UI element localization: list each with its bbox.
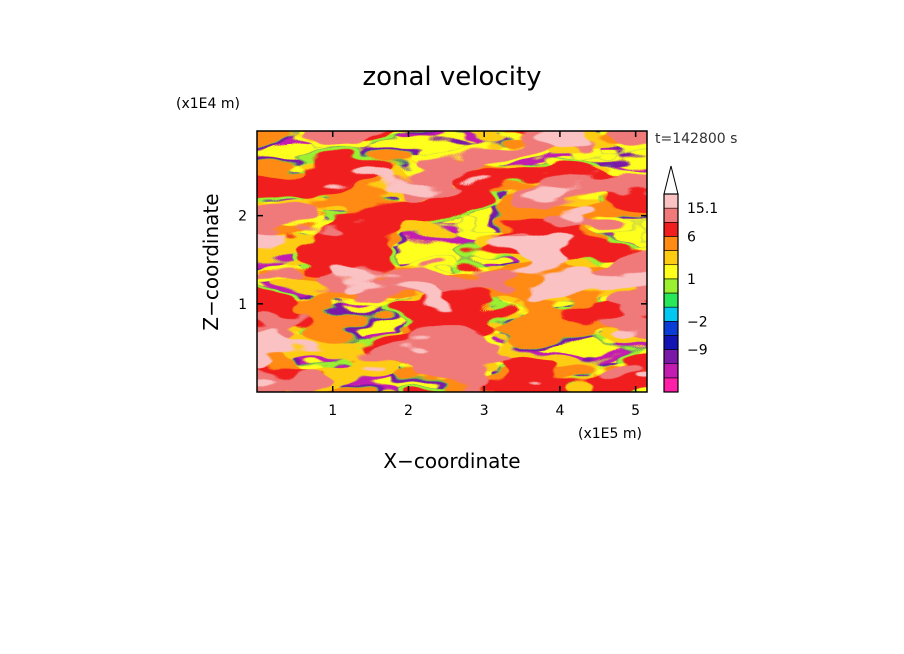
colorbar-extend-max — [663, 165, 679, 195]
y-unit-label: (x1E4 m) — [176, 96, 240, 112]
colorbar-label: −2 — [687, 314, 708, 330]
y-axis-label: Z−coordinate — [199, 193, 223, 330]
colorbar-swatch — [663, 377, 679, 393]
y-tick-label: 1 — [238, 297, 247, 313]
chart-title: zonal velocity — [362, 62, 541, 92]
colorbar-swatch — [663, 320, 679, 336]
colorbar-swatch — [663, 264, 679, 280]
colorbar: 15.1 6 1 −2 −9 — [663, 165, 718, 393]
colorbar-swatch — [663, 278, 679, 294]
field-layers — [257, 131, 647, 392]
x-tick-label: 4 — [555, 403, 564, 419]
colorbar-swatch — [663, 292, 679, 308]
colorbar-label: 6 — [687, 229, 696, 245]
colorbar-swatch — [663, 193, 679, 209]
x-tick-label: 5 — [631, 403, 640, 419]
x-tick-label: 3 — [480, 403, 489, 419]
field-level-band — [257, 131, 647, 392]
colorbar-swatch — [663, 335, 679, 350]
time-label: t=142800 s — [655, 131, 737, 147]
colorbar-frame — [663, 193, 679, 393]
colorbar-swatch — [663, 236, 679, 251]
x-tick-label: 2 — [404, 403, 413, 419]
x-axis-label: X−coordinate — [383, 449, 520, 473]
colorbar-swatch — [663, 363, 679, 379]
colorbar-label: 15.1 — [687, 201, 718, 217]
colorbar-swatch — [663, 306, 679, 322]
x-axis: 1 2 3 4 5 — [328, 131, 640, 419]
y-axis: 12 — [238, 209, 647, 313]
plot-frame — [256, 130, 648, 393]
colorbar-label: 1 — [687, 272, 696, 288]
x-tick-label: 1 — [328, 403, 337, 419]
y-tick-label: 2 — [238, 209, 247, 225]
colorbar-swatch — [663, 221, 679, 237]
colorbar-swatch — [663, 207, 679, 223]
colorbar-swatch — [663, 250, 679, 266]
x-unit-label: (x1E5 m) — [578, 426, 642, 442]
colorbar-label: −9 — [687, 343, 708, 359]
colorbar-swatch — [663, 349, 679, 365]
plot-area — [257, 131, 647, 392]
